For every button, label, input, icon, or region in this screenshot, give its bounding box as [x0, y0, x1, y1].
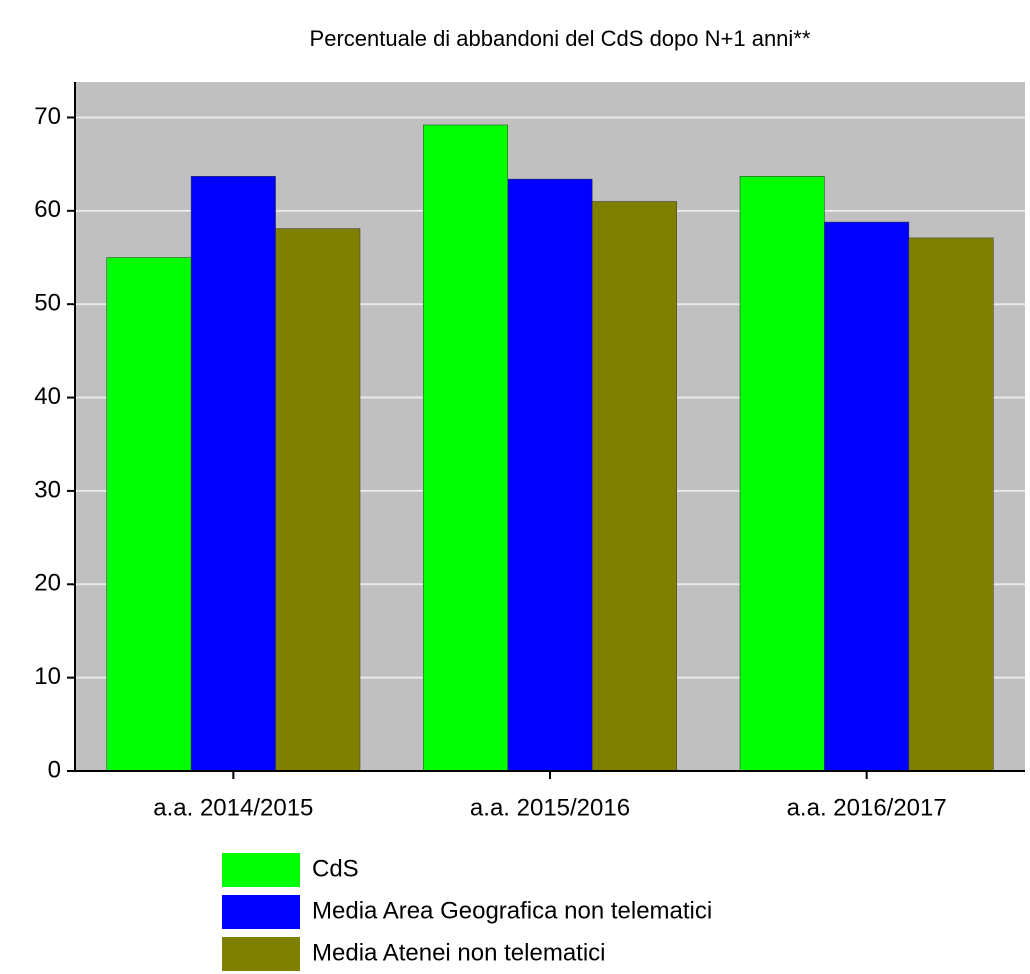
legend-label: Media Atenei non telematici [312, 939, 606, 966]
bar [507, 178, 593, 772]
y-tick-label: 50 [34, 290, 61, 317]
x-tick-label: a.a. 2016/2017 [787, 794, 947, 821]
x-tick-label: a.a. 2015/2016 [470, 794, 630, 821]
chart-title: Percentuale di abbandoni del CdS dopo N+… [310, 26, 811, 51]
y-tick-label: 60 [34, 196, 61, 223]
y-tick-label: 70 [34, 103, 61, 130]
bar [106, 257, 192, 772]
legend-swatch [222, 937, 300, 971]
bar [190, 176, 276, 772]
legend-label: Media Area Geografica non telematici [312, 897, 712, 924]
bar [824, 221, 910, 772]
bar [739, 176, 825, 772]
x-tick-label: a.a. 2014/2015 [153, 794, 313, 821]
y-tick-label: 20 [34, 570, 61, 597]
legend-swatch [222, 895, 300, 929]
bar [423, 124, 509, 772]
legend-swatch [222, 853, 300, 887]
bar [275, 228, 361, 772]
y-tick-label: 30 [34, 476, 61, 503]
bar [591, 201, 677, 772]
y-tick-label: 10 [34, 663, 61, 690]
y-tick-label: 0 [48, 756, 61, 783]
bar [908, 237, 994, 772]
y-tick-label: 40 [34, 383, 61, 410]
legend-label: CdS [312, 855, 359, 882]
